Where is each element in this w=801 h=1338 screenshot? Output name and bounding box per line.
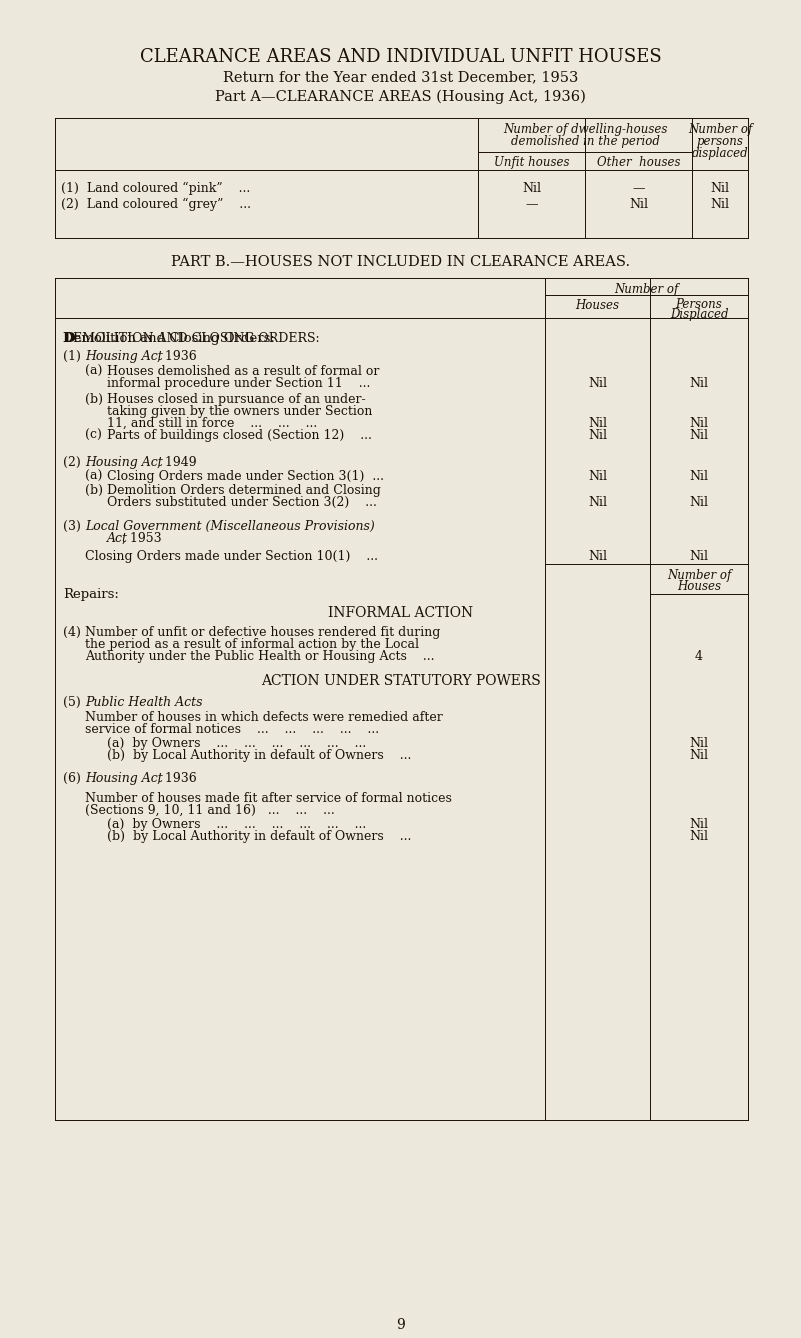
Text: Number of unfit or defective houses rendered fit during: Number of unfit or defective houses rend… [85,626,441,640]
Text: Nil: Nil [690,470,709,483]
Text: Other  houses: Other houses [597,157,680,169]
Text: Nil: Nil [690,417,709,429]
Text: Nil: Nil [588,470,607,483]
Text: demolished in the period: demolished in the period [510,135,659,149]
Text: (2)  Land coloured “grey”    ...: (2) Land coloured “grey” ... [61,198,251,211]
Text: Nil: Nil [690,830,709,843]
Text: Closing Orders made under Section 10(1)    ...: Closing Orders made under Section 10(1) … [85,550,378,563]
Text: , 1953: , 1953 [122,533,162,545]
Text: Local Government (Miscellaneous Provisions): Local Government (Miscellaneous Provisio… [85,520,375,533]
Text: 9: 9 [396,1318,405,1333]
Text: (1)  Land coloured “pink”    ...: (1) Land coloured “pink” ... [61,182,250,195]
Text: Closing Orders made under Section 3(1)  ...: Closing Orders made under Section 3(1) .… [107,470,384,483]
Text: Part A—CLEARANCE AREAS (Housing Act, 1936): Part A—CLEARANCE AREAS (Housing Act, 193… [215,90,586,104]
Text: , 1936: , 1936 [157,772,197,785]
Text: (5): (5) [63,696,81,709]
Text: (3): (3) [63,520,81,533]
Text: Number of: Number of [614,284,678,296]
Text: , 1949: , 1949 [157,456,196,470]
Text: Houses closed in pursuance of an under-: Houses closed in pursuance of an under- [107,393,365,405]
Text: displaced: displaced [692,147,748,161]
Text: Nil: Nil [588,377,607,389]
Text: Repairs:: Repairs: [63,587,119,601]
Text: Number of: Number of [666,569,731,582]
Text: Nil: Nil [588,550,607,563]
Text: Orders substituted under Section 3(2)    ...: Orders substituted under Section 3(2) ..… [107,496,377,508]
Text: Nil: Nil [690,818,709,831]
Text: Housing Act: Housing Act [85,456,163,470]
Text: informal procedure under Section 11    ...: informal procedure under Section 11 ... [107,377,370,389]
Text: Nil: Nil [710,198,730,211]
Text: Number of houses in which defects were remedied after: Number of houses in which defects were r… [85,710,443,724]
Text: (a)  by Owners    ...    ...    ...    ...    ...    ...: (a) by Owners ... ... ... ... ... ... [107,818,366,831]
Text: Nil: Nil [588,417,607,429]
Text: (b)  by Local Authority in default of Owners    ...: (b) by Local Authority in default of Own… [107,749,412,763]
Text: Nil: Nil [690,377,709,389]
Text: (b)  by Local Authority in default of Owners    ...: (b) by Local Authority in default of Own… [107,830,412,843]
Text: —: — [525,198,537,211]
Text: Unfit houses: Unfit houses [493,157,570,169]
Text: Number of: Number of [688,123,752,136]
Text: D: D [63,332,74,345]
Text: (c): (c) [85,429,102,442]
Text: (1): (1) [63,351,81,363]
Text: PART B.—HOUSES NOT INCLUDED IN CLEARANCE AREAS.: PART B.—HOUSES NOT INCLUDED IN CLEARANCE… [171,256,630,269]
Text: Housing Act: Housing Act [85,772,163,785]
Text: Authority under the Public Health or Housing Acts    ...: Authority under the Public Health or Hou… [85,650,434,664]
Text: Nil: Nil [690,737,709,751]
Text: Nil: Nil [588,429,607,442]
Text: Nil: Nil [690,496,709,508]
Text: Nil: Nil [710,182,730,195]
Text: (a): (a) [85,470,103,483]
Text: service of formal notices    ...    ...    ...    ...    ...: service of formal notices ... ... ... ..… [85,723,379,736]
Text: (b): (b) [85,393,103,405]
Text: —: — [632,182,645,195]
Text: (Sections 9, 10, 11 and 16)   ...    ...    ...: (Sections 9, 10, 11 and 16) ... ... ... [85,804,335,818]
Text: INFORMAL ACTION: INFORMAL ACTION [328,606,473,619]
Text: (b): (b) [85,484,103,496]
Text: Number of houses made fit after service of formal notices: Number of houses made fit after service … [85,792,452,805]
Text: Parts of buildings closed (Section 12)    ...: Parts of buildings closed (Section 12) .… [107,429,372,442]
Text: (a): (a) [85,365,103,379]
Text: Nil: Nil [690,550,709,563]
Text: the period as a result of informal action by the Local: the period as a result of informal actio… [85,638,419,652]
Text: Houses demolished as a result of formal or: Houses demolished as a result of formal … [107,365,380,379]
Text: taking given by the owners under Section: taking given by the owners under Section [107,405,372,417]
Text: (4): (4) [63,626,81,640]
Text: Nil: Nil [690,429,709,442]
Text: Houses: Houses [677,579,721,593]
Text: 11, and still in force    ...    ...    ...: 11, and still in force ... ... ... [107,417,317,429]
Text: Nil: Nil [588,496,607,508]
Text: , 1936: , 1936 [157,351,197,363]
Text: Public Health Acts: Public Health Acts [85,696,203,709]
Text: Demolition and Closing Orders:: Demolition and Closing Orders: [63,332,275,345]
Text: CLEARANCE AREAS AND INDIVIDUAL UNFIT HOUSES: CLEARANCE AREAS AND INDIVIDUAL UNFIT HOU… [139,48,662,66]
Text: Persons: Persons [675,298,723,310]
Text: (6): (6) [63,772,81,785]
Text: Nil: Nil [629,198,648,211]
Text: Nil: Nil [522,182,541,195]
Text: DEMOLITION AND CLOSING ORDERS:: DEMOLITION AND CLOSING ORDERS: [63,332,320,345]
Text: persons: persons [697,135,743,149]
Text: Return for the Year ended 31st December, 1953: Return for the Year ended 31st December,… [223,70,578,84]
Text: 4: 4 [695,650,703,664]
Text: ACTION UNDER STATUTORY POWERS: ACTION UNDER STATUTORY POWERS [260,674,541,688]
Text: Number of dwelling-houses: Number of dwelling-houses [503,123,667,136]
Text: (2): (2) [63,456,81,470]
Text: (a)  by Owners    ...    ...    ...    ...    ...    ...: (a) by Owners ... ... ... ... ... ... [107,737,366,751]
Text: Displaced: Displaced [670,308,728,321]
Text: Housing Act: Housing Act [85,351,163,363]
Text: Demolition Orders determined and Closing: Demolition Orders determined and Closing [107,484,380,496]
Text: Nil: Nil [690,749,709,763]
Text: Act: Act [107,533,128,545]
Text: Houses: Houses [575,298,619,312]
